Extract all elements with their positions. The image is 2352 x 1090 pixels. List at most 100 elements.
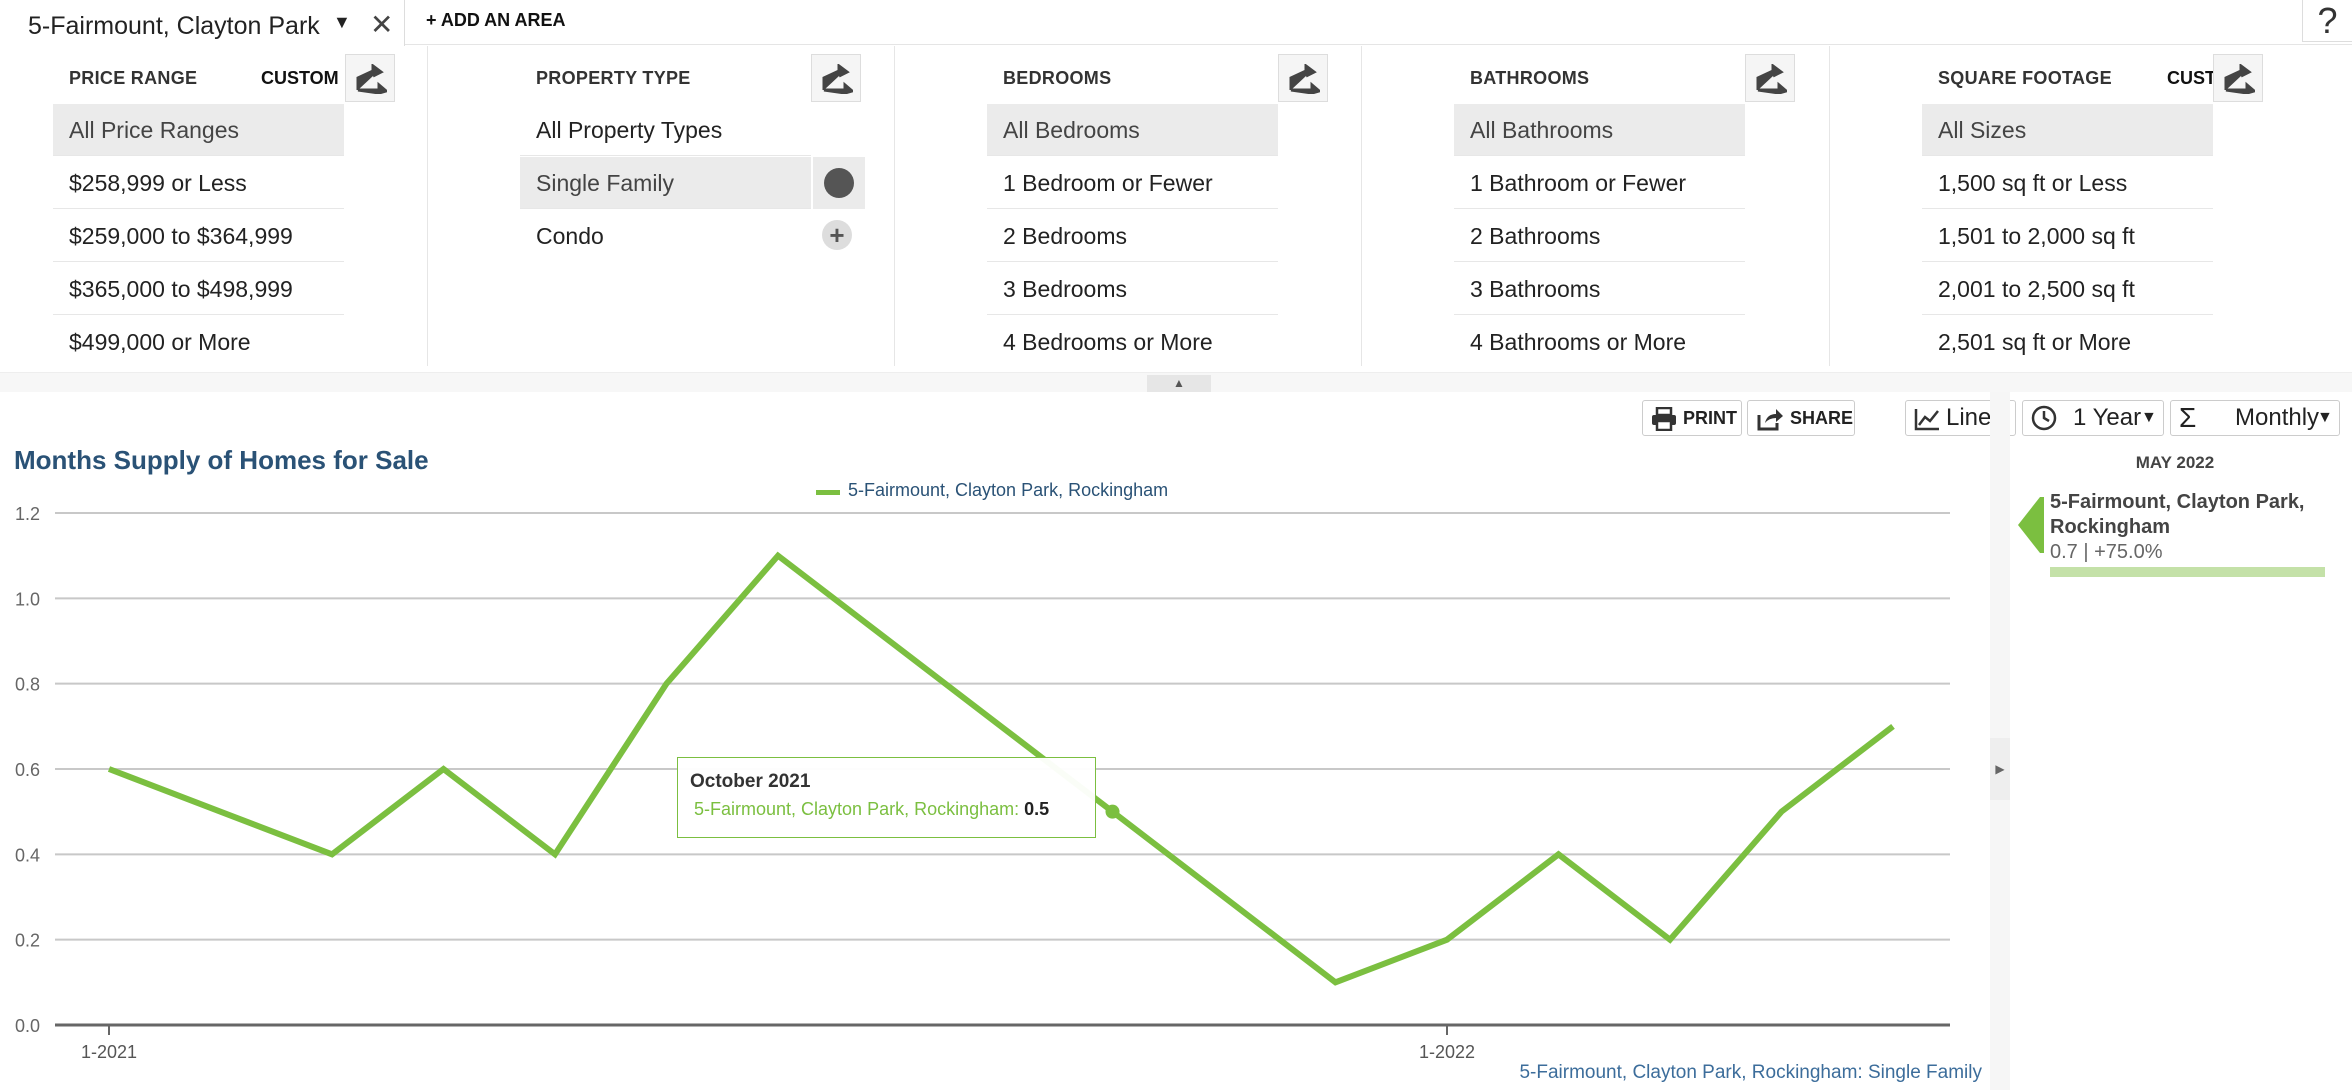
price-option[interactable]: $259,000 to $364,999 xyxy=(53,210,344,262)
legend-swatch xyxy=(816,490,840,495)
chart-series xyxy=(107,551,1895,986)
price-compare-button[interactable] xyxy=(345,54,395,102)
add-area-button[interactable]: + ADD AN AREA xyxy=(426,10,566,30)
bathrooms-option[interactable]: 2 Bathrooms xyxy=(1454,210,1745,262)
x-tick-label: 1-2021 xyxy=(81,1042,137,1062)
area-tab-label: 5-Fairmount, Clayton Park xyxy=(28,12,320,40)
bathrooms-compare-button[interactable] xyxy=(1745,54,1795,102)
bedrooms-option[interactable]: 3 Bedrooms xyxy=(987,263,1278,315)
bathrooms-title: BATHROOMS xyxy=(1470,68,1590,88)
chevron-down-icon: ▼ xyxy=(2317,409,2333,426)
price-option-all[interactable]: All Price Ranges xyxy=(53,104,344,156)
summary-value-bar xyxy=(2050,567,2325,577)
y-tick-label: 0.2 xyxy=(15,931,40,951)
sqft-option[interactable]: 2,001 to 2,500 sq ft xyxy=(1922,263,2213,315)
property-option-condo[interactable]: Condo xyxy=(536,223,604,249)
swap-arrow-icon xyxy=(822,64,853,94)
highlight-point xyxy=(1105,804,1120,819)
chevron-down-icon: ▼ xyxy=(2141,409,2157,426)
square-footage-filter: SQUARE FOOTAGE CUSTOM All Sizes 1,500 sq… xyxy=(1830,46,2352,366)
bathrooms-option[interactable]: 4 Bathrooms or More xyxy=(1470,329,1687,355)
tooltip-series: 5-Fairmount, Clayton Park, Rockingham: 0… xyxy=(694,799,1049,820)
selected-dot-icon xyxy=(824,168,854,198)
price-option[interactable]: $258,999 or Less xyxy=(53,157,344,209)
price-range-title: PRICE RANGE xyxy=(69,68,198,88)
single-family-selected-toggle[interactable] xyxy=(813,157,865,209)
y-tick-label: 0.6 xyxy=(15,760,40,780)
chart-title: Months Supply of Homes for Sale xyxy=(14,445,429,475)
bedrooms-option-all[interactable]: All Bedrooms xyxy=(987,104,1278,156)
bathrooms-option[interactable]: 1 Bathroom or Fewer xyxy=(1454,157,1745,209)
bathrooms-option[interactable]: 3 Bathrooms xyxy=(1454,263,1745,315)
square-footage-title: SQUARE FOOTAGE xyxy=(1938,68,2112,88)
swap-arrow-icon xyxy=(356,64,387,94)
property-type-title: PROPERTY TYPE xyxy=(536,68,691,88)
area-dropdown-icon[interactable]: ▼ xyxy=(333,12,351,32)
summary-accent-bar xyxy=(2040,497,2044,553)
summary-pointer-icon xyxy=(2018,497,2040,553)
sqft-compare-button[interactable] xyxy=(2213,54,2263,102)
property-option-single-family[interactable]: Single Family xyxy=(520,157,811,209)
summary-month: MAY 2022 xyxy=(2135,453,2215,472)
sqft-option[interactable]: 2,501 sq ft or More xyxy=(1938,329,2132,355)
x-axis-ticks: 1-2021 1-2022 xyxy=(81,1025,1475,1062)
bedrooms-filter: BEDROOMS All Bedrooms 1 Bedroom or Fewer… xyxy=(895,46,1362,366)
area-tab[interactable]: 5-Fairmount, Clayton Park ▼ ✕ xyxy=(0,0,405,46)
toggle-side-panel-button[interactable]: ▶ xyxy=(1990,738,2010,800)
chart-tooltip: October 2021 5-Fairmount, Clayton Park, … xyxy=(677,757,1096,838)
y-axis-ticks: 0.0 0.2 0.4 0.6 0.8 1.0 1.2 xyxy=(15,504,40,1036)
sigma-icon: Σ xyxy=(2179,402,2197,433)
plus-icon[interactable]: + xyxy=(822,220,852,250)
bathrooms-option-all[interactable]: All Bathrooms xyxy=(1454,104,1745,156)
y-tick-label: 1.0 xyxy=(15,589,40,609)
share-label: SHARE xyxy=(1790,408,1854,428)
printer-icon xyxy=(1652,407,1676,431)
property-option-all[interactable]: All Property Types xyxy=(520,104,811,156)
collapse-filters-button[interactable]: ▲ xyxy=(1147,375,1211,392)
tooltip-value: 0.5 xyxy=(1024,799,1050,819)
x-tick-label: 1-2022 xyxy=(1419,1042,1475,1062)
y-tick-label: 0.0 xyxy=(15,1016,40,1036)
swap-arrow-icon xyxy=(1756,64,1787,94)
print-label: PRINT xyxy=(1683,408,1737,428)
close-icon[interactable]: ✕ xyxy=(370,9,394,40)
legend-label: 5-Fairmount, Clayton Park, Rockingham xyxy=(848,480,1169,500)
bathrooms-filter: BATHROOMS All Bathrooms 1 Bathroom or Fe… xyxy=(1362,46,1830,366)
summary-value: 0.7 | +75.0% xyxy=(2050,541,2163,563)
help-icon[interactable]: ? xyxy=(2302,0,2352,42)
period-label: 1 Year xyxy=(2073,404,2142,431)
bedrooms-title: BEDROOMS xyxy=(1003,68,1112,88)
property-type-filter: PROPERTY TYPE All Property Types Single … xyxy=(428,46,895,366)
sqft-option-all[interactable]: All Sizes xyxy=(1922,104,2213,156)
price-option[interactable]: $499,000 or More xyxy=(69,329,251,355)
price-range-filter: PRICE RANGE CUSTOM All Price Ranges $258… xyxy=(0,46,428,366)
bedrooms-option[interactable]: 1 Bedroom or Fewer xyxy=(987,157,1278,209)
interval-label: Monthly xyxy=(2235,404,2320,431)
y-tick-label: 1.2 xyxy=(15,504,40,524)
filter-panel: PRICE RANGE CUSTOM All Price Ranges $258… xyxy=(0,46,2352,374)
sqft-option[interactable]: 1,500 sq ft or Less xyxy=(1922,157,2213,209)
bedrooms-compare-button[interactable] xyxy=(1278,54,1328,102)
chart-type-select[interactable]: Line ▼ xyxy=(1905,400,2016,436)
summary-series-name: 5-Fairmount, Clayton Park, Rockingham xyxy=(2050,491,2305,538)
chart-type-label: Line xyxy=(1946,404,1992,431)
print-button[interactable]: PRINT xyxy=(1642,400,1742,436)
series-line xyxy=(107,551,1895,986)
tooltip-series-name: 5-Fairmount, Clayton Park, Rockingham: xyxy=(694,799,1020,819)
line-chart-icon xyxy=(1914,409,1939,431)
period-select[interactable]: 1 Year ▼ xyxy=(2022,400,2164,436)
area-tab-bar: 5-Fairmount, Clayton Park ▼ ✕ + ADD AN A… xyxy=(0,0,2352,46)
chart-footnote: 5-Fairmount, Clayton Park, Rockingham: S… xyxy=(1519,1062,1982,1083)
interval-select[interactable]: Σ Monthly ▼ xyxy=(2170,400,2340,436)
property-compare-button[interactable] xyxy=(811,54,861,102)
bedrooms-option[interactable]: 4 Bedrooms or More xyxy=(1003,329,1213,355)
bedrooms-option[interactable]: 2 Bedrooms xyxy=(987,210,1278,262)
sqft-option[interactable]: 1,501 to 2,000 sq ft xyxy=(1922,210,2213,262)
clock-icon xyxy=(2031,405,2057,431)
share-button[interactable]: SHARE xyxy=(1747,400,1855,436)
price-option[interactable]: $365,000 to $498,999 xyxy=(53,263,344,315)
tooltip-title: October 2021 xyxy=(690,771,811,792)
y-tick-label: 0.8 xyxy=(15,675,40,695)
swap-arrow-icon xyxy=(1289,64,1320,94)
price-custom-button[interactable]: CUSTOM xyxy=(261,68,339,88)
